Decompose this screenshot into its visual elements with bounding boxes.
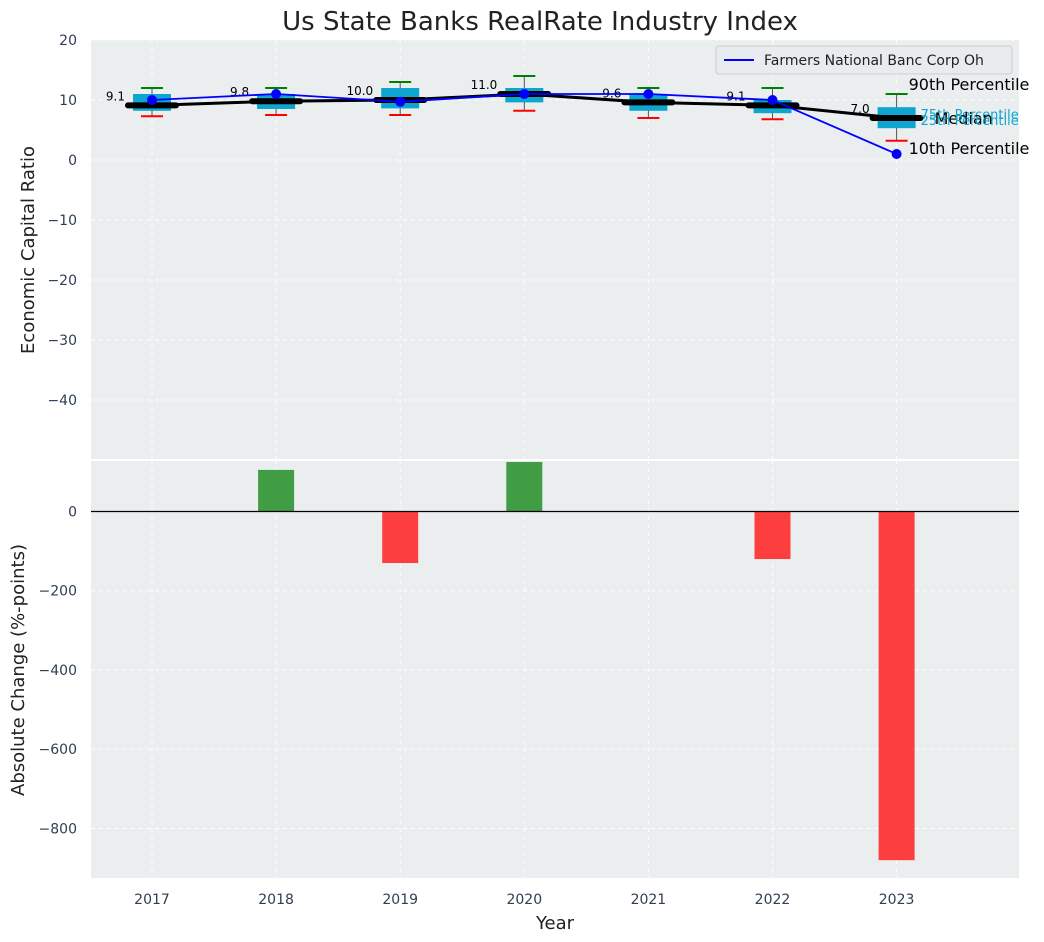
top-plot-area xyxy=(91,40,1019,460)
median-value-label: 10.0 xyxy=(346,84,373,98)
top-y-tick-label: 10 xyxy=(59,93,77,109)
x-tick-label: 2018 xyxy=(258,892,294,908)
bottom-y-tick-label: −400 xyxy=(39,663,77,679)
bottom-y-tick-label: −800 xyxy=(39,821,77,837)
median-value-label: 9.1 xyxy=(726,89,745,103)
top-y-tick-label: −40 xyxy=(47,393,77,409)
top-y-tick-label: −20 xyxy=(47,273,77,289)
series-point-farmers xyxy=(519,89,530,99)
bottom-y-tick-label: −600 xyxy=(39,742,77,758)
x-axis-title: Year xyxy=(535,913,575,934)
legend-box xyxy=(715,45,1013,75)
median-value-label: 9.1 xyxy=(106,89,125,103)
x-tick-label: 2017 xyxy=(134,892,170,908)
top-y-tick-label: −30 xyxy=(47,333,77,349)
top-y-tick-label: 0 xyxy=(68,153,77,169)
series-point-farmers xyxy=(271,89,282,99)
change-bar xyxy=(878,511,915,861)
bottom-panel: 0 −200 −400 −600 −800 2017 2018 2019 2020 2021 202… xyxy=(39,459,1019,908)
change-bar xyxy=(754,511,791,560)
bottom-y-axis-title: Absolute Change (%-points) xyxy=(8,544,29,796)
annotation-median: Median xyxy=(935,109,993,128)
series-point-farmers xyxy=(395,96,406,107)
change-bar xyxy=(506,461,543,512)
median-value-label: 9.8 xyxy=(230,85,249,99)
series-point-farmers xyxy=(767,95,778,105)
top-y-tick-label: −10 xyxy=(47,213,77,229)
bottom-y-tick-label: 0 xyxy=(68,505,77,521)
top-y-tick-label: 20 xyxy=(59,33,77,49)
series-point-farmers xyxy=(891,149,902,159)
x-tick-label: 2019 xyxy=(382,892,418,908)
annotation-p90: 90th Percentile xyxy=(909,75,1030,94)
change-bar xyxy=(258,469,295,512)
x-tick-label: 2020 xyxy=(506,892,542,908)
series-point-farmers xyxy=(147,95,157,105)
x-tick-label: 2021 xyxy=(631,892,667,908)
legend: Farmers National Banc Corp Oh xyxy=(715,45,1013,75)
chart-title: Us State Banks RealRate Industry Index xyxy=(282,7,798,37)
bottom-y-tick-label: −200 xyxy=(39,584,77,600)
annotation-p25: 25th Percentile xyxy=(921,114,1019,129)
median-value-label: 11.0 xyxy=(471,78,498,92)
x-tick-label: 2022 xyxy=(755,892,791,908)
series-point-farmers xyxy=(643,89,654,99)
bottom-plot-area xyxy=(91,460,1019,878)
change-bar xyxy=(382,511,419,564)
top-y-axis-title: Economic Capital Ratio xyxy=(18,146,39,354)
x-tick-label: 2023 xyxy=(879,892,915,908)
annotation-p75: 75th Percentile xyxy=(921,108,1019,123)
annotation-p10: 10th Percentile xyxy=(909,139,1030,158)
legend-entry-farmers: Farmers National Banc Corp Oh xyxy=(764,53,984,69)
